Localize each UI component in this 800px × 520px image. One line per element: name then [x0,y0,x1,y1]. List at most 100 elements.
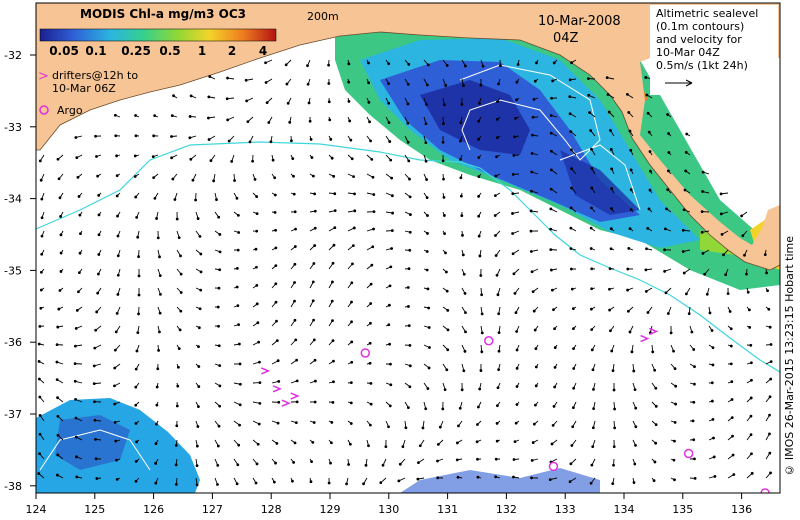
velocity-arrow-head [296,359,298,361]
x-tick-label: 132 [496,503,517,516]
velocity-arrow-head [437,460,439,462]
velocity-arrow-head [275,229,277,231]
velocity-arrow-head [354,210,356,212]
velocity-arrow-head [610,149,612,151]
velocity-arrow-head [645,269,647,271]
velocity-arrow-head [389,141,391,143]
velocity-arrow-head [533,310,535,312]
velocity-arrow-head [274,212,276,214]
x-tick-label: 130 [378,503,399,516]
velocity-arrow-head [117,215,119,217]
velocity-arrow-head [116,479,118,481]
velocity-arrow-head [218,345,220,347]
velocity-arrow-head [591,464,593,466]
velocity-arrow-head [442,160,444,162]
velocity-arrow-head [156,404,158,406]
velocity-arrow-head [39,433,41,435]
velocity-arrow-head [391,177,393,179]
velocity-arrow-head [498,350,500,352]
velocity-arrow-head [368,102,370,104]
velocity-arrow-head [629,130,631,132]
velocity-arrow-head [550,132,552,134]
velocity-arrow-head [408,306,410,308]
velocity-arrow-head [41,235,43,237]
velocity-arrow-head [674,440,676,442]
velocity-arrow-head [571,168,573,170]
velocity-arrow-head [314,227,316,229]
velocity-arrow-head [478,176,480,178]
velocity-arrow-head [714,476,716,478]
velocity-arrow-head [96,311,98,313]
velocity-arrow-head [633,482,635,484]
velocity-arrow-head [60,271,62,273]
velocity-arrow-head [426,269,428,271]
velocity-arrow-head [720,213,722,215]
velocity-arrow-head [456,459,458,461]
velocity-arrow-head [115,135,117,137]
velocity-arrow-head [294,211,296,213]
velocity-arrow-head [314,401,316,403]
velocity-arrow-head [591,329,593,331]
velocity-arrow-head [237,464,239,466]
velocity-arrow-head [256,463,258,465]
velocity-arrow-head [312,175,314,177]
velocity-arrow-head [610,248,612,250]
velocity-arrow-head [627,310,629,312]
velocity-arrow-head [293,461,295,463]
velocity-arrow-head [460,177,462,179]
legend-line: and velocity for [656,33,742,46]
velocity-arrow-head [217,465,219,467]
velocity-arrow-head [399,463,401,465]
velocity-arrow-head [332,320,334,322]
velocity-arrow-head [665,292,667,294]
velocity-arrow-head [190,95,192,97]
velocity-arrow-head [606,77,608,79]
drifters-legend-line: drifters@12h to [52,69,138,82]
velocity-arrow-head [614,408,616,410]
velocity-arrow-head [370,140,372,142]
velocity-arrow-head [78,196,80,198]
velocity-arrow-head [390,384,392,386]
velocity-arrow-head [40,307,42,309]
velocity-arrow-head [531,171,533,173]
velocity-arrow-head [750,397,752,399]
colorbar-tick-label: 0.1 [85,44,106,58]
velocity-arrow-head [333,175,335,177]
velocity-arrow-head [460,140,462,142]
velocity-arrow-head [610,130,612,132]
velocity-arrow-head [635,407,637,409]
velocity-arrow-head [310,138,312,140]
velocity-arrow-head [682,229,684,231]
velocity-arrow-head [495,235,497,237]
velocity-arrow-head [535,366,537,368]
velocity-arrow-head [611,208,613,210]
velocity-arrow-head [496,156,498,158]
velocity-arrow-head [351,301,353,303]
velocity-arrow-head [674,422,676,424]
velocity-arrow-head [478,120,480,122]
velocity-arrow-head [591,148,593,150]
velocity-arrow-head [744,254,746,256]
velocity-arrow-head [691,331,693,333]
velocity-arrow-head [419,445,421,447]
velocity-arrow-head [176,405,178,407]
velocity-arrow-head [373,211,375,213]
velocity-arrow-head [463,370,465,372]
velocity-arrow-head [117,294,119,296]
velocity-arrow-head [247,121,249,123]
velocity-arrow-head [138,313,140,315]
velocity-arrow-head [95,329,97,331]
velocity-arrow-head [590,130,592,132]
velocity-arrow-head [427,215,429,217]
velocity-arrow-head [730,363,732,365]
velocity-arrow-head [442,141,444,143]
velocity-arrow-head [276,320,278,322]
velocity-arrow-head [742,235,744,237]
velocity-arrow-head [57,434,59,436]
velocity-arrow-head [751,472,753,474]
velocity-arrow-head [388,426,390,428]
velocity-arrow-head [57,326,59,328]
velocity-arrow-head [256,266,258,268]
velocity-arrow-head [171,136,173,138]
